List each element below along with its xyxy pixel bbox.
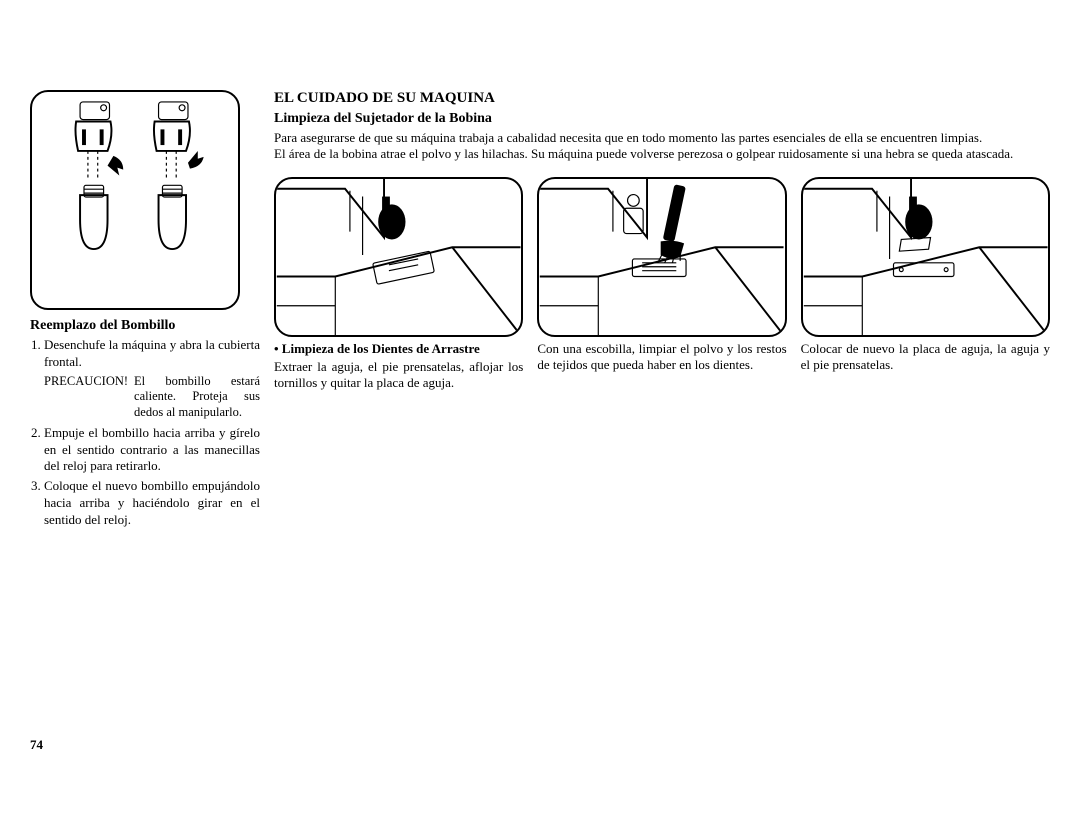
left-column: Reemplazo del Bombillo Desenchufe la máq… [30,90,260,532]
illustration-row [274,177,1050,337]
fig-reassemble [801,177,1050,337]
caution-row: PRECAUCION! El bombillo estará caliente.… [44,374,260,421]
captions-row: • Limpieza de los Dientes de Arrastre Ex… [274,341,1050,392]
bulb-steps-cont: Empuje el bombillo hacia arriba y gírelo… [30,425,260,529]
fig-brush-feed [537,177,786,337]
caption-3: Colocar de nuevo la placa de aguja, la a… [801,341,1050,392]
section1-heading: Limpieza del Sujetador de la Bobina [274,111,1050,127]
page-layout: Reemplazo del Bombillo Desenchufe la máq… [30,90,1050,532]
step-2: Empuje el bombillo hacia arriba y gírelo… [44,425,260,476]
right-column: EL CUIDADO DE SU MAQUINA Limpieza del Su… [274,90,1050,532]
step-3: Coloque el nuevo bombillo empujándolo ha… [44,478,260,529]
caption-2: Con una escobilla, limpiar el polvo y lo… [537,341,786,392]
step-1: Desenchufe la máquina y abra la cubierta… [44,337,260,371]
fig-remove-plate [274,177,523,337]
caption-1: • Limpieza de los Dientes de Arrastre Ex… [274,341,523,392]
left-heading: Reemplazo del Bombillo [30,318,260,334]
intro-p1: Para asegurarse de que su máquina trabaj… [274,130,1050,146]
page-number: 74 [30,737,43,753]
bulb-illustration [30,90,240,310]
intro-block: Limpieza del Sujetador de la Bobina Para… [274,111,1050,163]
caution-body: El bombillo estará caliente. Proteja sus… [134,374,260,421]
page-title: EL CUIDADO DE SU MAQUINA [274,90,1050,107]
caution-label: PRECAUCION! [44,374,128,421]
bulb-steps: Desenchufe la máquina y abra la cubierta… [30,337,260,371]
intro-p2: El área de la bobina atrae el polvo y la… [274,146,1050,162]
caption-subheading: • Limpieza de los Dientes de Arrastre [274,341,523,357]
caption-1-text: Extraer la aguja, el pie prensatelas, af… [274,359,523,390]
